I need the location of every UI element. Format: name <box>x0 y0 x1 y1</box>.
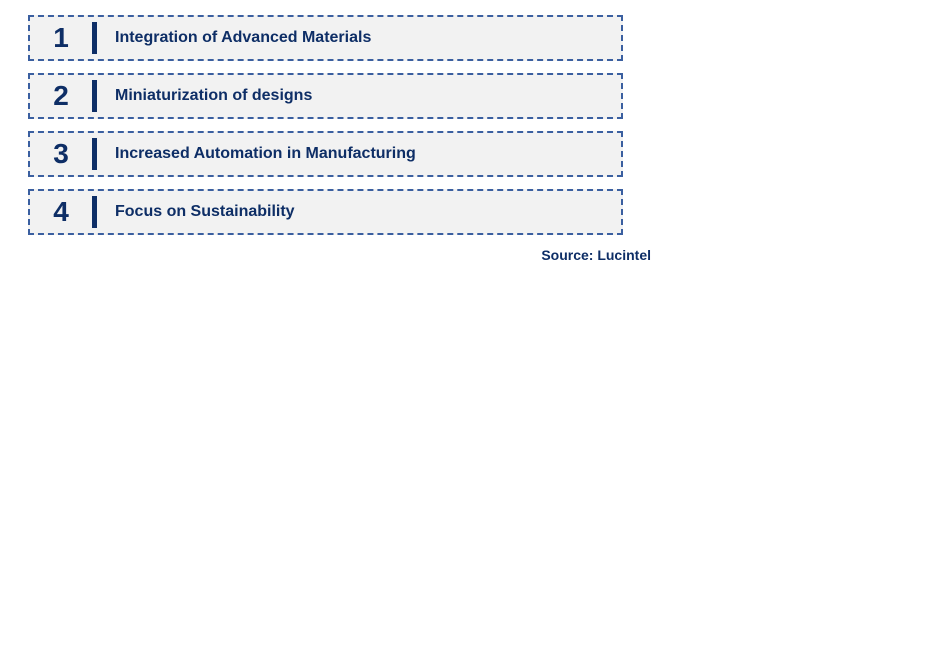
list-item: 1 Integration of Advanced Materials <box>28 15 623 61</box>
item-number: 3 <box>30 133 92 175</box>
item-label: Integration of Advanced Materials <box>97 29 371 47</box>
list-item: 4 Focus on Sustainability <box>28 189 623 235</box>
item-number: 2 <box>30 75 92 117</box>
source-attribution: Source: Lucintel <box>28 247 651 263</box>
item-label: Miniaturization of designs <box>97 87 312 105</box>
list-item: 2 Miniaturization of designs <box>28 73 623 119</box>
list-item: 3 Increased Automation in Manufacturing <box>28 131 623 177</box>
infographic-list: 1 Integration of Advanced Materials 2 Mi… <box>0 0 945 263</box>
item-label: Increased Automation in Manufacturing <box>97 145 416 163</box>
item-label: Focus on Sustainability <box>97 203 295 221</box>
item-number: 1 <box>30 17 92 59</box>
item-number: 4 <box>30 191 92 233</box>
